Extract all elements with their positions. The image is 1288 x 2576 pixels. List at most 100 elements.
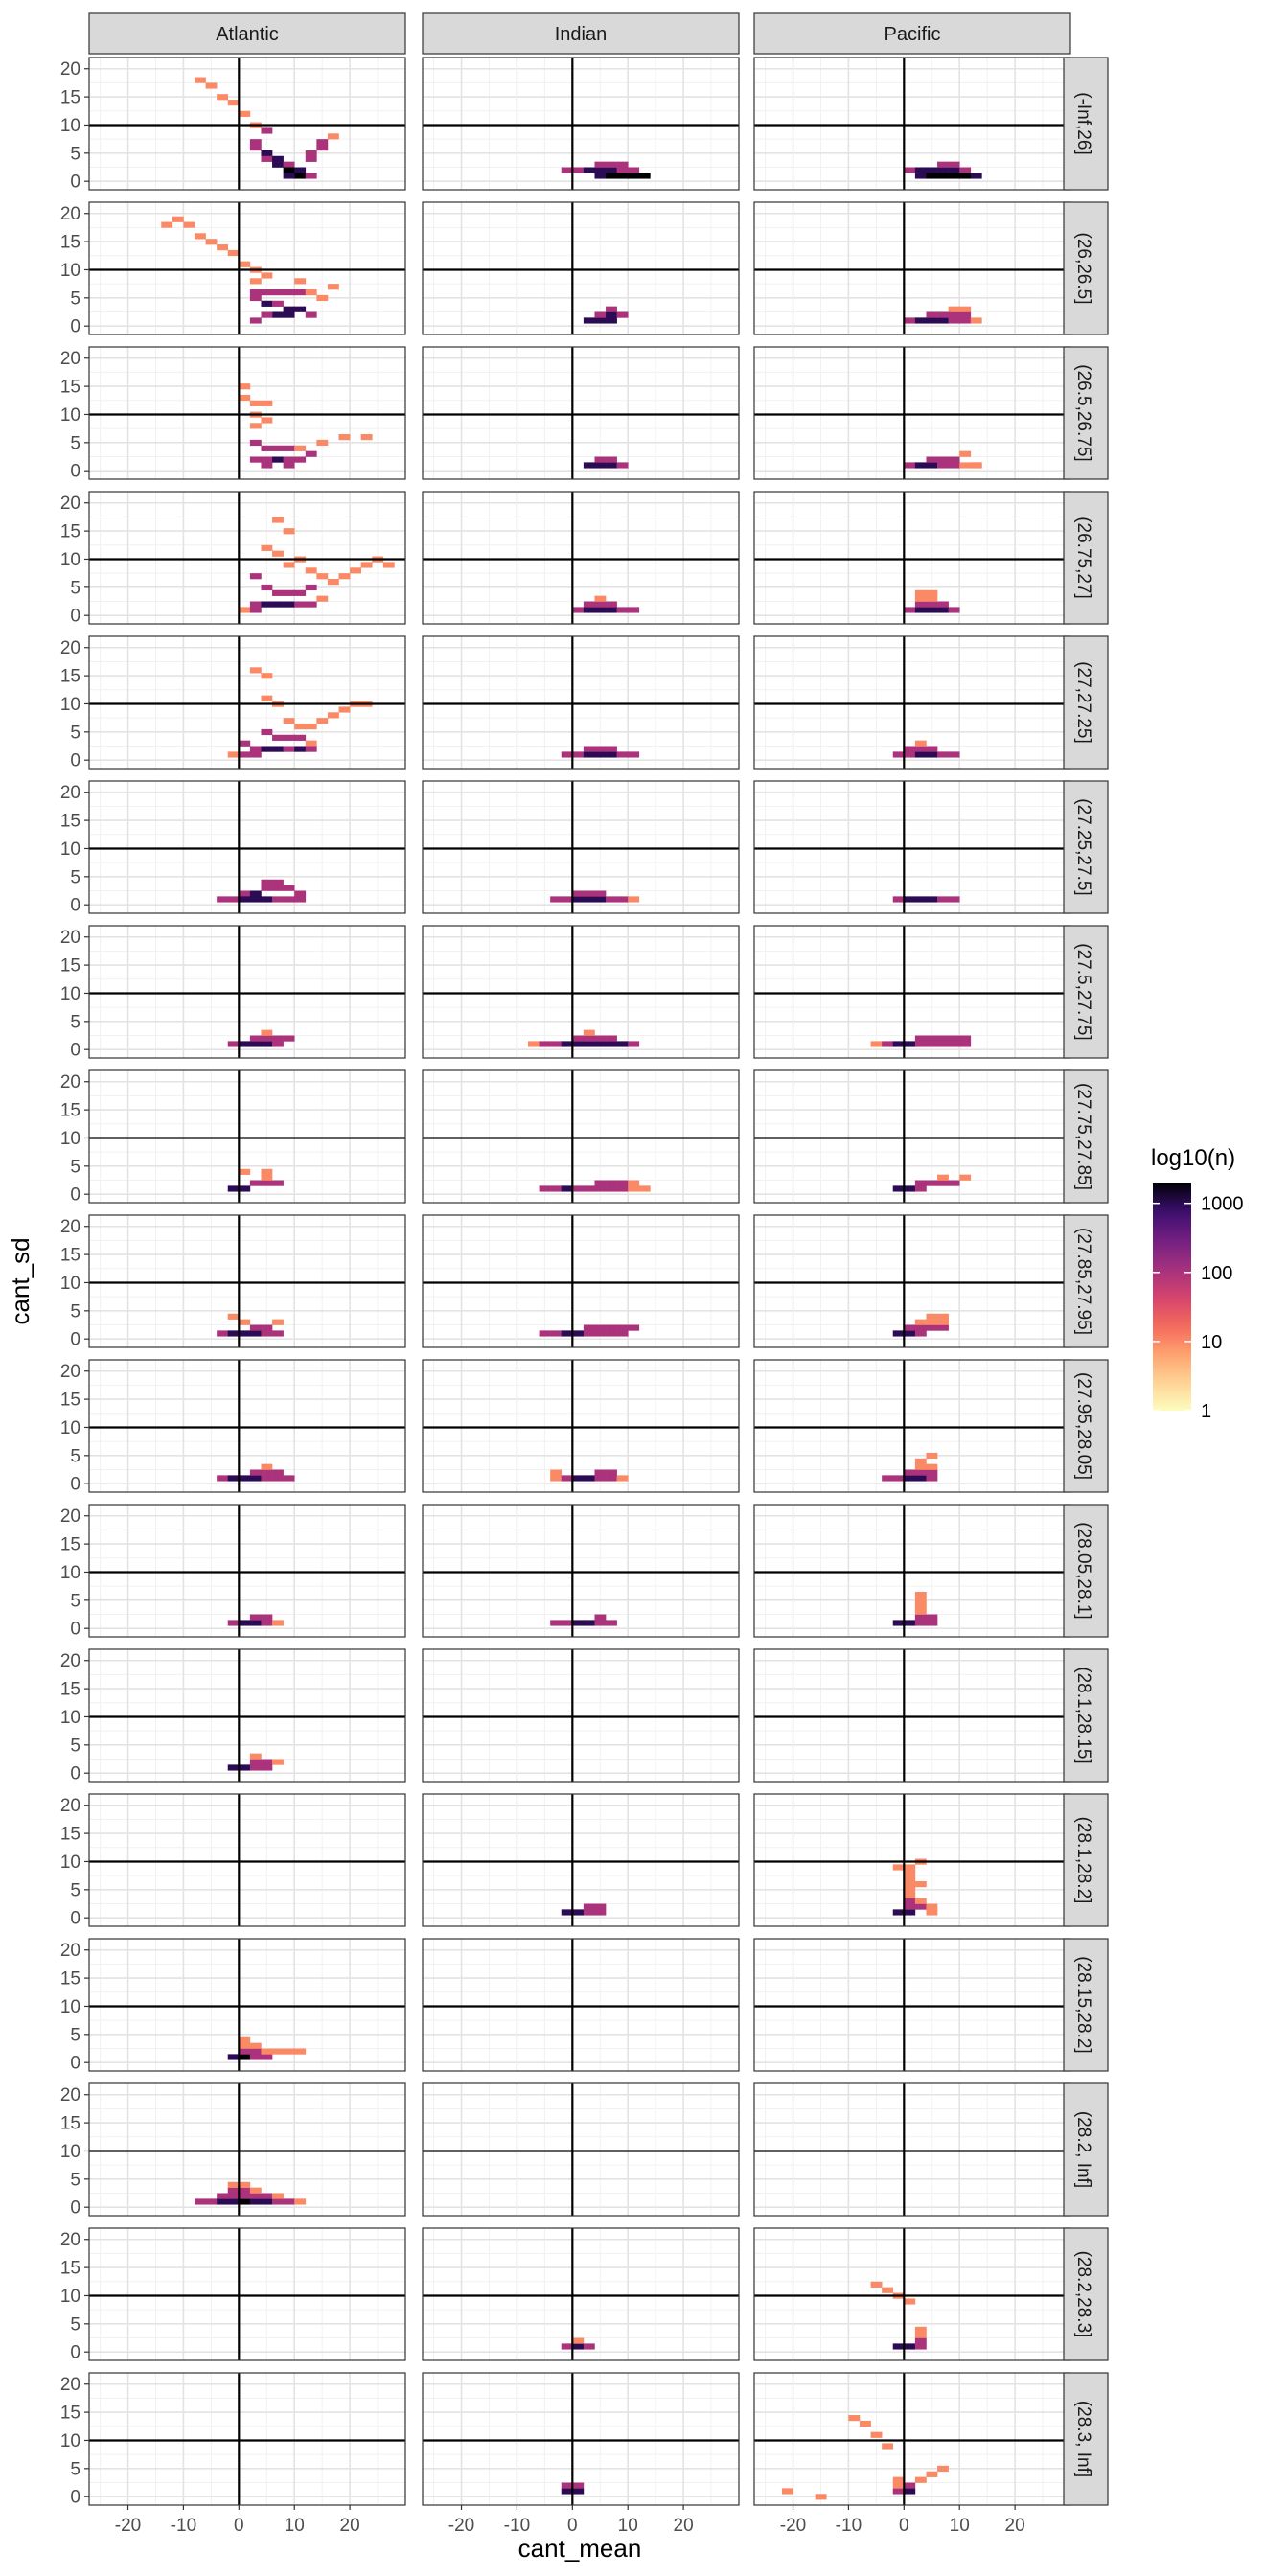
row-strip-17: (28.3, Inf] <box>1063 2372 1109 2506</box>
heatmap-tile <box>294 289 307 296</box>
heatmap-tile <box>283 589 295 596</box>
heatmap-tile <box>261 1614 273 1621</box>
heatmap-tile <box>815 2494 827 2500</box>
heatmap-tile <box>948 896 960 903</box>
heatmap-tile <box>294 2048 307 2055</box>
row-strip-label: (28.05,28.1] <box>1073 1522 1093 1619</box>
heatmap-tile <box>959 311 972 318</box>
heatmap-tile <box>249 1041 262 1047</box>
heatmap-tile <box>227 2054 240 2060</box>
panel-pacific-row-7 <box>753 925 1071 1059</box>
row-strip-label: (26.5,26.75] <box>1073 364 1093 461</box>
y-tick-label: 15 <box>60 1101 80 1121</box>
heatmap-tile <box>239 2048 251 2055</box>
panel-pacific-row-4 <box>753 491 1071 625</box>
heatmap-tile <box>904 1892 916 1898</box>
heatmap-tile <box>616 167 629 173</box>
panel-pacific-row-8 <box>753 1070 1071 1204</box>
heatmap-tile <box>914 1041 927 1047</box>
heatmap-tile <box>272 517 284 523</box>
y-tick-label: 10 <box>60 1129 80 1149</box>
heatmap-tile <box>261 1475 273 1482</box>
y-tick-label: 20 <box>60 2375 80 2395</box>
heatmap-tile <box>550 1475 563 1482</box>
y-tick-label: 5 <box>70 578 80 598</box>
y-tick-label: 0 <box>70 1475 80 1495</box>
heatmap-tile <box>948 751 960 758</box>
heatmap-tile <box>904 317 916 324</box>
heatmap-tile <box>583 746 595 752</box>
row-strip-label: (28.2,28.3] <box>1073 2251 1093 2338</box>
heatmap-tile <box>914 2332 927 2338</box>
heatmap-tile <box>937 601 949 608</box>
panel-border <box>88 780 406 914</box>
heatmap-tile <box>628 167 640 173</box>
y-tick-label: 20 <box>60 349 80 369</box>
y-tick-label: 5 <box>70 1591 80 1611</box>
panel-indian-row-13 <box>422 1793 740 1927</box>
heatmap-tile <box>272 1041 284 1047</box>
panel-pacific-row-17 <box>753 2372 1071 2506</box>
heatmap-tile <box>583 1185 595 1192</box>
panel-atlantic-row-10 <box>88 1359 406 1493</box>
panel-background <box>89 2228 405 2360</box>
row-strip-bg <box>1063 2227 1109 2361</box>
heatmap-tile <box>572 2488 585 2495</box>
heatmap-tile <box>217 1475 229 1482</box>
heatmap-tile <box>606 896 617 903</box>
heatmap-tile <box>561 2488 573 2495</box>
heatmap-tile <box>892 896 905 903</box>
panel-indian-row-7 <box>422 925 740 1059</box>
heatmap-tile <box>249 601 262 608</box>
panel-background <box>89 1505 405 1637</box>
heatmap-tile <box>294 445 307 451</box>
heatmap-tile <box>272 161 284 168</box>
row-strip-bg <box>1063 2082 1109 2217</box>
heatmap-tile <box>860 2420 871 2427</box>
heatmap-tile <box>217 94 229 101</box>
panel-border <box>88 491 406 625</box>
row-strip-bg <box>1063 346 1109 480</box>
row-strip-label: (27.25,27.5] <box>1073 798 1093 895</box>
heatmap-tile <box>926 317 938 324</box>
y-tick-label: 15 <box>60 1391 80 1411</box>
heatmap-tile <box>914 1035 927 1042</box>
row-strip-bg <box>1063 1648 1109 1782</box>
heatmap-tile <box>628 1041 640 1047</box>
heatmap-tile <box>616 1475 629 1482</box>
heatmap-tile <box>261 155 273 162</box>
y-tick-label: 10 <box>60 1997 80 2017</box>
heatmap-tile <box>261 2054 273 2060</box>
y-tick-label: 5 <box>70 1880 80 1900</box>
heatmap-tile <box>948 311 960 318</box>
y-tick-label: 5 <box>70 1446 80 1466</box>
panel-pacific-row-15 <box>753 2082 1071 2217</box>
heatmap-tile <box>606 317 617 324</box>
row-strip-6: (27.25,27.5] <box>1063 780 1109 914</box>
row-strip-label: (27,27.25] <box>1073 661 1093 744</box>
heatmap-tile <box>239 2036 251 2043</box>
heatmap-tile <box>283 306 295 312</box>
panel-border <box>88 2227 406 2361</box>
heatmap-tile <box>882 2287 894 2293</box>
heatmap-tile <box>249 751 262 758</box>
heatmap-tile <box>261 879 273 886</box>
heatmap-tile <box>261 746 273 752</box>
row-strip-label: (28.3, Inf] <box>1073 2401 1093 2477</box>
panel-indian-row-3 <box>422 346 740 480</box>
heatmap-tile <box>305 584 317 591</box>
heatmap-tile <box>583 1041 595 1047</box>
heatmap-tile <box>561 1185 573 1192</box>
panel-atlantic-row-9 <box>88 1214 406 1348</box>
heatmap-tile <box>305 601 317 608</box>
legend-tick-label: 1 <box>1201 1401 1211 1422</box>
panel-border <box>88 635 406 770</box>
heatmap-tile <box>217 896 229 903</box>
y-tick-label: 10 <box>60 840 80 860</box>
heatmap-tile <box>892 1864 905 1871</box>
panel-atlantic-row-14 <box>88 1938 406 2072</box>
y-tick-label: 15 <box>60 667 80 687</box>
heatmap-tile <box>550 1620 563 1626</box>
x-tick-label: -10 <box>171 2516 196 2536</box>
heatmap-tile <box>227 2181 240 2188</box>
